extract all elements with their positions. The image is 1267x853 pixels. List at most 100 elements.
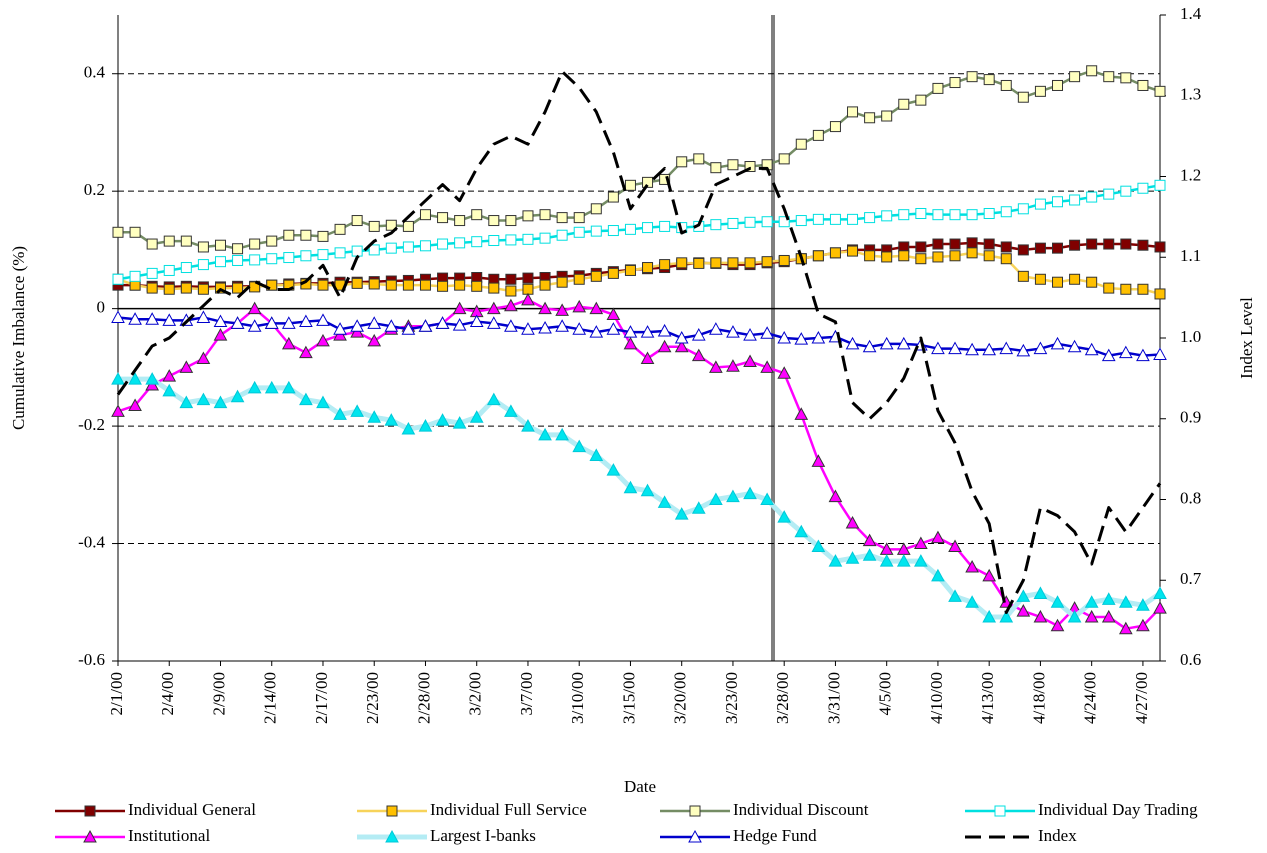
data-point — [488, 282, 500, 294]
legend-marker — [84, 805, 96, 817]
data-point — [454, 279, 466, 291]
data-point — [1016, 604, 1031, 617]
data-point — [128, 372, 142, 385]
data-point — [368, 278, 380, 290]
data-point — [573, 273, 585, 285]
data-point — [146, 238, 158, 250]
data-point — [607, 267, 619, 279]
data-point — [607, 191, 619, 203]
data-point — [333, 407, 347, 420]
x-tick-label: 2/4/00 — [158, 672, 177, 715]
series — [112, 179, 1166, 285]
data-point — [505, 234, 517, 246]
data-point — [778, 153, 790, 165]
data-point — [572, 439, 587, 453]
x-tick-label: 4/24/00 — [1081, 672, 1100, 724]
data-point — [317, 249, 329, 261]
data-point — [693, 257, 705, 269]
data-point — [983, 250, 995, 262]
data-point — [915, 94, 927, 106]
data-point — [418, 419, 433, 432]
data-point — [590, 225, 602, 237]
data-point — [351, 215, 363, 227]
data-point — [351, 245, 363, 257]
data-point — [1136, 598, 1150, 611]
data-point — [419, 279, 431, 291]
data-point — [522, 272, 534, 284]
data-point — [948, 539, 962, 552]
data-point — [317, 279, 329, 291]
data-point — [1069, 239, 1081, 251]
series — [111, 292, 1167, 635]
data-point — [1016, 589, 1031, 602]
data-point — [657, 339, 672, 353]
data-point — [283, 229, 295, 241]
legend-item: Hedge Fund — [660, 826, 817, 845]
data-point — [471, 236, 483, 248]
data-point — [743, 354, 757, 367]
data-point — [1000, 253, 1012, 265]
data-point — [435, 413, 450, 426]
data-point — [657, 323, 672, 337]
data-point — [1000, 241, 1012, 253]
data-point — [1118, 595, 1133, 608]
data-point — [983, 207, 995, 219]
legend-item: Individual Full Service — [357, 800, 587, 819]
data-point — [659, 259, 671, 271]
data-point — [983, 238, 995, 250]
data-point — [572, 299, 587, 313]
y2-tick-label: 1.4 — [1180, 4, 1202, 23]
data-point — [437, 238, 449, 250]
legend-item: Individual General — [55, 800, 256, 819]
data-point — [777, 510, 792, 523]
data-point — [521, 419, 535, 432]
data-point — [623, 480, 638, 494]
x-tick-label: 3/28/00 — [773, 672, 792, 724]
data-point — [281, 316, 296, 329]
legend-label: Individual Full Service — [430, 800, 587, 819]
data-point — [163, 264, 175, 276]
data-point — [486, 392, 501, 406]
data-point — [1033, 341, 1048, 355]
data-point — [367, 333, 382, 347]
data-point — [1086, 276, 1098, 288]
data-point — [640, 483, 655, 497]
data-point — [146, 267, 158, 279]
data-point — [760, 360, 774, 373]
data-point — [659, 220, 671, 232]
data-point — [539, 279, 551, 291]
x-axis-title: Date — [624, 777, 656, 796]
data-point — [965, 342, 979, 356]
data-point — [419, 240, 431, 252]
data-point — [452, 318, 467, 331]
data-point — [418, 319, 433, 332]
data-point — [829, 247, 841, 259]
data-point — [812, 129, 824, 141]
data-point — [1153, 347, 1167, 360]
data-point — [915, 241, 927, 253]
data-point — [845, 515, 860, 529]
data-point — [264, 380, 279, 394]
data-point — [847, 245, 859, 257]
data-point — [760, 492, 774, 505]
data-point — [896, 554, 911, 567]
data-point — [949, 238, 961, 250]
x-tick-label: 3/10/00 — [568, 672, 587, 724]
data-point — [1034, 85, 1046, 97]
series — [112, 245, 1166, 300]
data-point — [589, 301, 604, 315]
data-point — [606, 463, 621, 476]
data-point — [693, 153, 705, 165]
data-point — [932, 82, 944, 94]
data-point — [795, 138, 807, 150]
data-point — [727, 159, 739, 171]
y2-tick-label: 1.2 — [1180, 165, 1201, 184]
data-point — [1084, 342, 1099, 356]
data-point — [249, 254, 261, 266]
data-point — [368, 220, 380, 232]
legend-label: Largest I-banks — [430, 826, 536, 845]
data-point — [299, 345, 313, 359]
data-point — [197, 259, 209, 271]
data-point — [1120, 238, 1132, 250]
x-tick-label: 2/23/00 — [363, 672, 382, 724]
